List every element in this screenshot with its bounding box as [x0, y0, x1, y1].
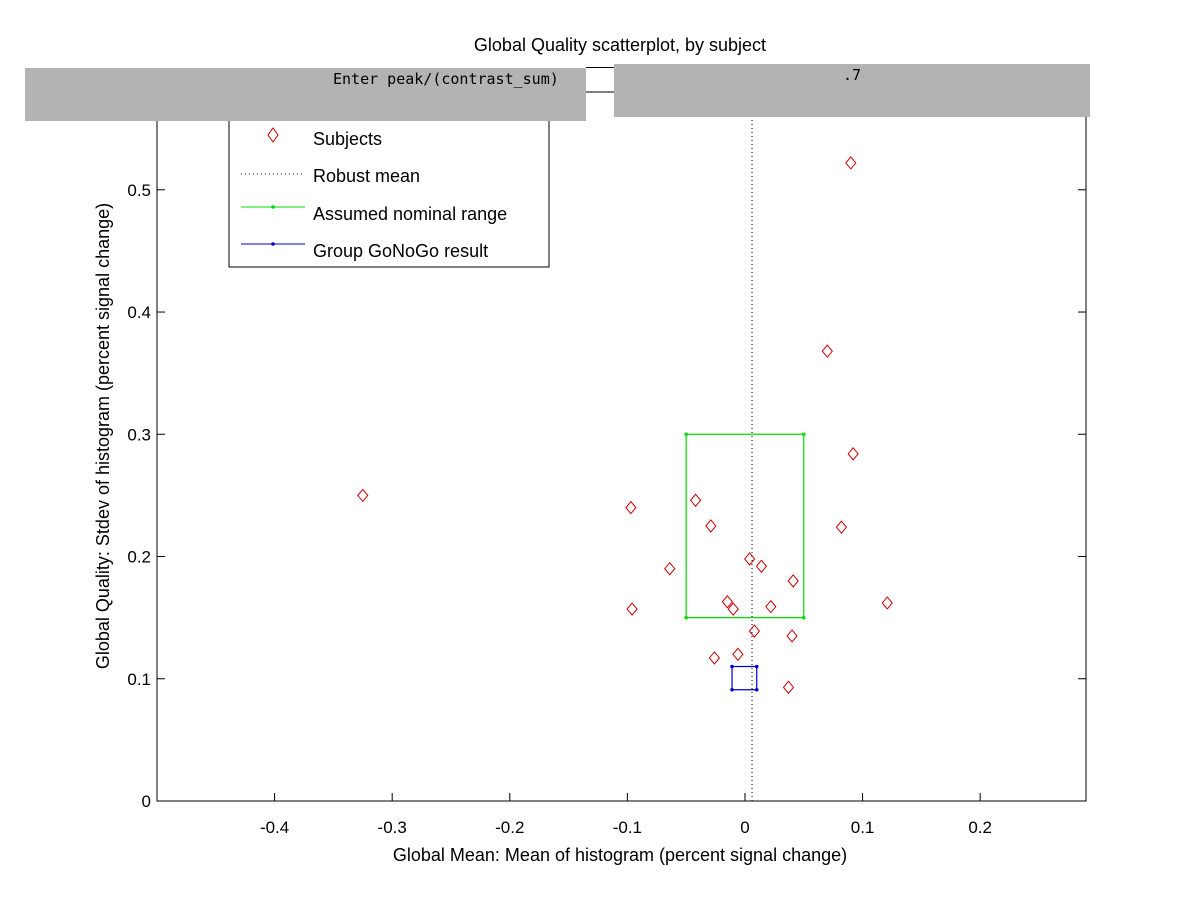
- subject-point: [782, 680, 795, 695]
- legend-entry-subjects: Subjects: [267, 127, 382, 149]
- nominal-range-box: [684, 432, 806, 620]
- nominal-range-corner-point: [801, 432, 806, 437]
- subject-point: [625, 500, 637, 515]
- nominal-range-corner-point: [684, 615, 688, 620]
- subject-point: [787, 574, 799, 588]
- subject-point: [845, 156, 857, 170]
- x-axis-ticks: -0.4 -0.3 -0.2 -0.1 0 0.1 0.2: [260, 92, 992, 837]
- subject-point: [744, 552, 756, 566]
- subject-point: [786, 629, 798, 643]
- legend: Subjects Robust mean Assumed nominal ran…: [228, 117, 550, 268]
- subject-point: [881, 596, 893, 610]
- subject-point: [626, 602, 638, 616]
- subject-point: [847, 447, 859, 461]
- legend-entry-group-result: Group GoNoGo result: [241, 241, 488, 261]
- y-axis-label: Global Quality: Stdev of histogram (perc…: [93, 203, 113, 669]
- group-result-corner-point: [730, 687, 734, 692]
- prompt-label-panel: [25, 68, 586, 121]
- prompt-value[interactable]: .7: [843, 66, 862, 84]
- y-tick-label: 0.4: [127, 303, 151, 322]
- subject-point: [821, 344, 833, 358]
- nominal-range-corner-point: [801, 615, 806, 620]
- legend-group-result-label: Group GoNoGo result: [313, 241, 488, 261]
- y-tick-label: 0.5: [127, 181, 151, 200]
- y-tick-label: 0: [142, 792, 151, 811]
- nominal-range-corner-point: [684, 432, 688, 437]
- x-tick-label: 0: [740, 818, 749, 837]
- legend-nominal-range-label: Assumed nominal range: [313, 204, 507, 224]
- legend-entry-robust-mean: Robust mean: [241, 166, 420, 186]
- prompt-value-input[interactable]: [614, 64, 1090, 117]
- subject-points: [357, 156, 893, 695]
- x-tick-label: -0.3: [378, 818, 407, 837]
- subject-point: [357, 488, 369, 503]
- subject-point: [721, 594, 733, 609]
- legend-subjects-marker: [267, 127, 279, 143]
- group-result-box: [730, 664, 759, 692]
- group-result-corner-point: [754, 687, 759, 692]
- y-axis-ticks: 0 0.1 0.2 0.3 0.4 0.5: [127, 181, 1086, 811]
- y-tick-label: 0.1: [127, 670, 151, 689]
- prompt-divider: [586, 67, 614, 68]
- subject-point: [689, 493, 702, 508]
- subject-point: [727, 602, 739, 616]
- subject-point: [732, 647, 744, 662]
- legend-entry-nominal-range: Assumed nominal range: [241, 204, 507, 224]
- chart-title: Global Quality scatterplot, by subject: [474, 35, 766, 55]
- subject-point: [748, 624, 761, 638]
- prompt-label: Enter peak/(contrast_sum): [333, 70, 559, 88]
- legend-nominal-range-dot: [271, 205, 275, 209]
- x-tick-label: 0.1: [851, 818, 875, 837]
- legend-box: [228, 117, 550, 268]
- y-tick-label: 0.3: [127, 425, 151, 444]
- legend-group-result-dot: [271, 242, 275, 246]
- subject-point: [705, 519, 717, 533]
- x-axis-label: Global Mean: Mean of histogram (percent …: [393, 845, 847, 865]
- subject-point: [765, 599, 777, 614]
- subject-point: [835, 520, 848, 534]
- x-tick-label: -0.4: [260, 818, 289, 837]
- subject-point: [755, 559, 768, 574]
- y-tick-label: 0.2: [127, 548, 151, 567]
- subject-point: [664, 561, 676, 576]
- x-tick-label: -0.2: [495, 818, 524, 837]
- legend-subjects-label: Subjects: [313, 129, 382, 149]
- legend-robust-mean-label: Robust mean: [313, 166, 420, 186]
- group-result-corner-point: [754, 664, 759, 669]
- group-result-corner-point: [730, 664, 734, 669]
- subject-point: [708, 651, 721, 665]
- x-tick-label: -0.1: [613, 818, 642, 837]
- x-tick-label: 0.2: [968, 818, 992, 837]
